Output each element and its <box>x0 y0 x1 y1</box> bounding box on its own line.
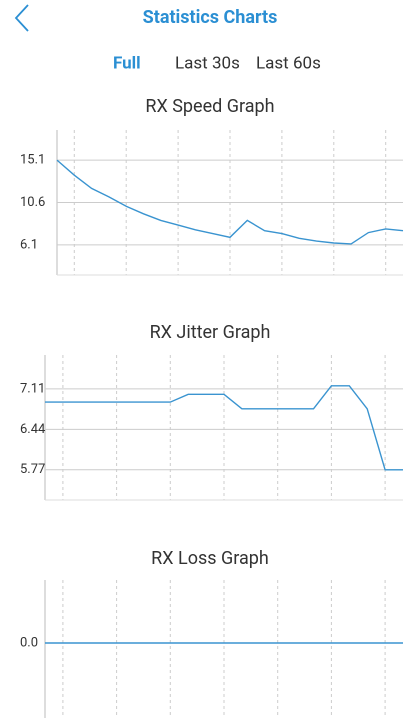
y-tick-label: 6.44 <box>20 422 46 437</box>
header-title: Statistics Charts <box>143 7 278 28</box>
data-line <box>56 159 404 245</box>
y-tick-label: 0.0 <box>20 635 38 650</box>
data-line <box>45 385 403 471</box>
y-tick-label: 5.77 <box>20 462 45 477</box>
tab[interactable]: Full <box>113 53 141 73</box>
y-tick-label: 10.6 <box>20 195 45 210</box>
tab[interactable]: Last 30s <box>175 53 240 73</box>
chart-title: RX Loss Graph <box>151 548 269 569</box>
chart-title: RX Speed Graph <box>145 96 274 117</box>
tab[interactable]: Last 60s <box>256 53 321 73</box>
y-tick-label: 15.1 <box>20 153 45 168</box>
y-tick-label: 6.1 <box>20 237 38 252</box>
back-button[interactable] <box>14 4 29 32</box>
chart-title: RX Jitter Graph <box>150 322 271 343</box>
y-tick-label: 7.11 <box>20 381 45 396</box>
